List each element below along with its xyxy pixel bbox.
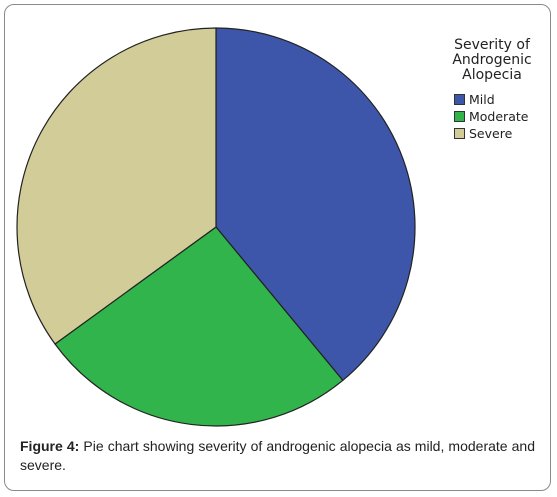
- legend-swatch-mild: [454, 94, 465, 105]
- legend-swatch-moderate: [454, 111, 465, 122]
- caption-text: Pie chart showing severity of androgenic…: [20, 438, 535, 473]
- legend-swatch-severe: [454, 128, 465, 139]
- legend: Severity of Androgenic Alopecia Mild Mod…: [448, 38, 538, 142]
- pie-slice-moderate: [54, 226, 344, 427]
- figure-label: Figure 4:: [20, 438, 80, 454]
- legend-title-line: Androgenic: [452, 52, 532, 68]
- legend-label: Mild: [469, 92, 495, 107]
- legend-title-line: Alopecia: [462, 67, 522, 83]
- legend-title-line: Severity of: [454, 37, 530, 53]
- legend-item-moderate: Moderate: [448, 108, 538, 125]
- figure-caption: Figure 4: Pie chart showing severity of …: [20, 437, 535, 475]
- legend-item-mild: Mild: [448, 91, 538, 108]
- pie-slice-mild: [215, 27, 416, 381]
- pie-chart: [16, 27, 416, 427]
- legend-label: Moderate: [469, 109, 529, 124]
- pie-slice-severe: [16, 27, 217, 345]
- legend-title: Severity of Androgenic Alopecia: [440, 38, 544, 83]
- legend-item-severe: Severe: [448, 125, 538, 142]
- legend-label: Severe: [469, 126, 513, 141]
